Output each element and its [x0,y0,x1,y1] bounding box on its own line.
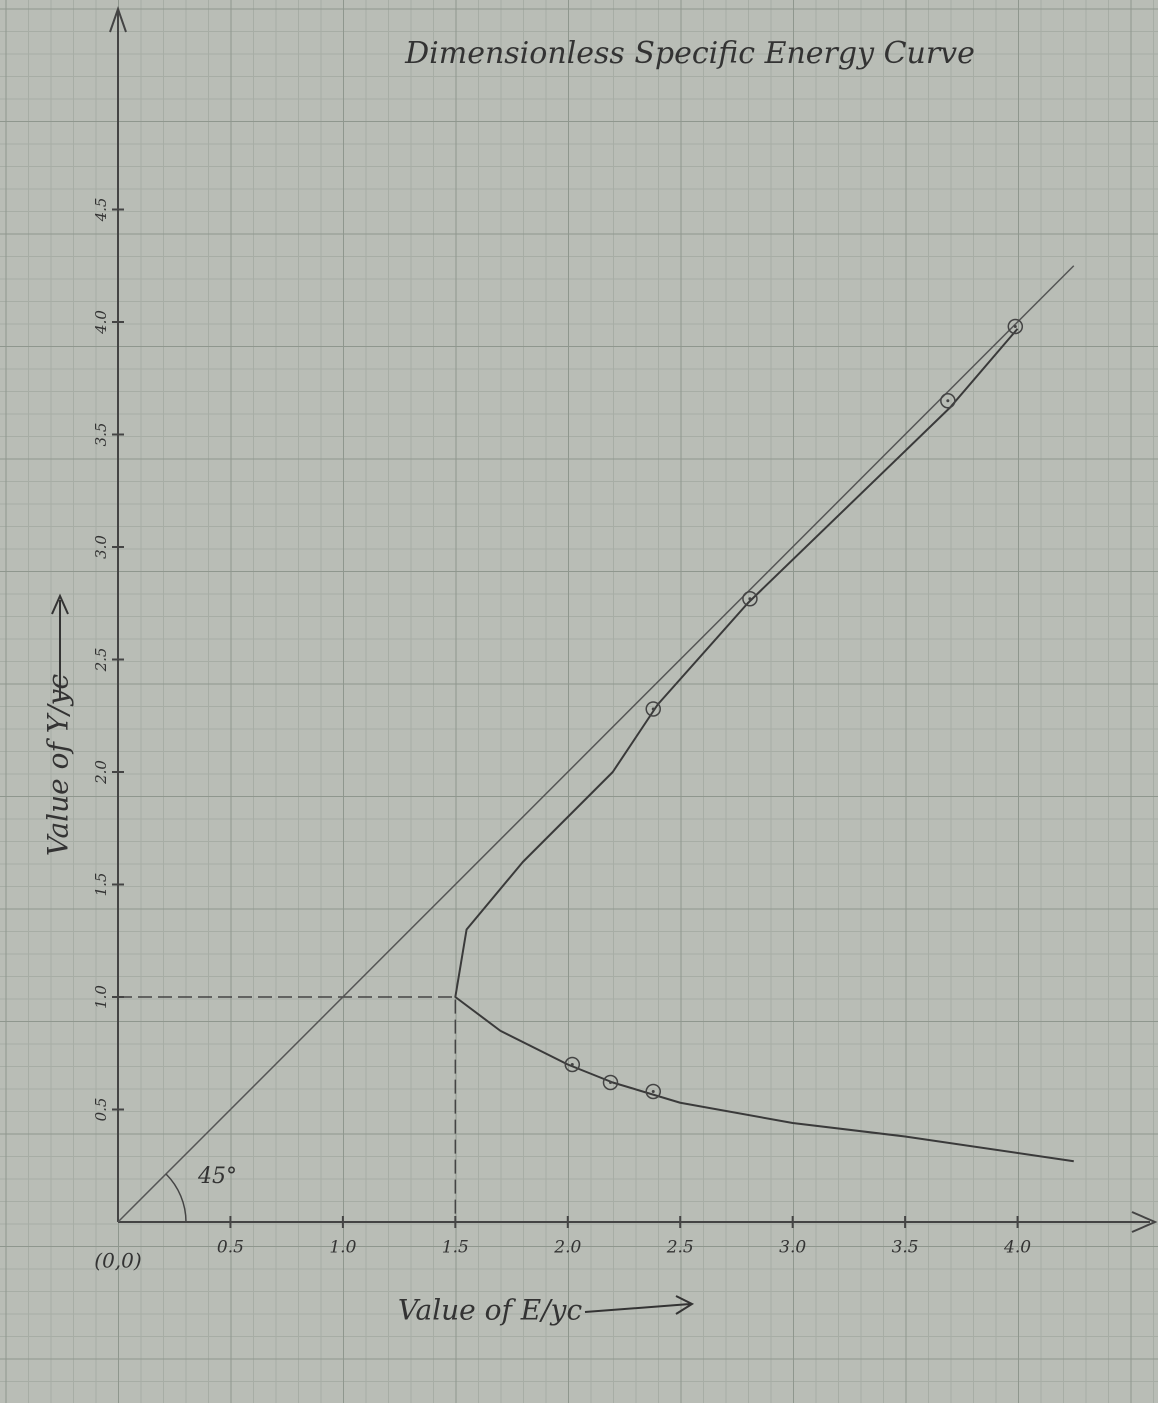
point-dot [748,597,751,600]
y-tick-label: 1.0 [92,985,110,1009]
point-dot [652,708,655,711]
y-tick-label: 2.0 [92,760,110,785]
y-tick-label: 2.5 [92,648,110,673]
y-tick-label: 4.0 [92,310,110,335]
angle-label: 45° [197,1164,237,1189]
critical-guide [118,997,455,1222]
energy-curve [455,329,1073,1162]
chart-title: Dimensionless Specific Energy Curve [404,36,975,71]
y-axis [110,9,126,1222]
x-tick-label: 2.0 [553,1238,581,1258]
x-tick-label: 3.5 [892,1238,919,1258]
chart: Dimensionless Specific Energy Curve Valu… [0,0,1158,1403]
x-tick-label: 1.0 [329,1238,356,1258]
point-dot [652,1090,655,1093]
x-tick-label: 3.0 [779,1238,806,1258]
y-tick-label: 3.5 [92,423,110,447]
x-axis [118,1212,1155,1232]
origin-label: (0,0) [94,1249,141,1273]
x-tick-label: 2.5 [666,1238,694,1258]
y-tick-label: 4.5 [92,198,110,223]
point-dot [1014,325,1017,328]
y-axis-label: Value of Y/yc [42,674,75,857]
line-45 [118,266,1074,1222]
x-tick-label: 1.5 [442,1238,469,1258]
y-tick-label: 3.0 [92,535,110,559]
point-dot [609,1081,612,1084]
x-axis-label: Value of E/yc [398,1294,583,1327]
y-tick-label: 1.5 [92,873,110,897]
x-tick-label: 0.5 [217,1238,244,1258]
point-dot [946,399,949,402]
x-arrow-note [585,1296,692,1314]
angle-arc [166,1174,186,1222]
x-tick-label: 4.0 [1003,1238,1031,1258]
y-tick-label: 0.5 [92,1098,110,1122]
point-dot [571,1063,574,1066]
